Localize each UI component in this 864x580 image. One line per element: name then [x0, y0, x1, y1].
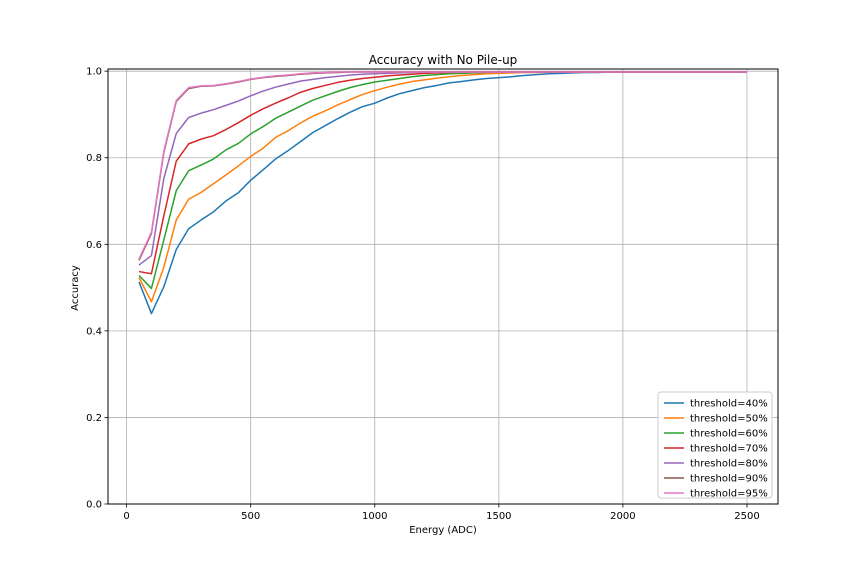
y-tick-label: 0.8	[86, 153, 102, 164]
grid	[108, 69, 778, 505]
axis-ticks: 0 500 1000 1500 2000 2500 0.0 0.2 0.4 0.6 0.8 1.0	[86, 67, 760, 522]
series-line-7	[138, 71, 747, 260]
x-tick-label: 2000	[610, 511, 635, 522]
legend-label: threshold=80%	[690, 459, 768, 470]
x-axis-label: Energy (ADC)	[409, 525, 477, 536]
x-tick-label: 1500	[486, 511, 511, 522]
legend-label: threshold=50%	[690, 414, 768, 425]
legend-label: threshold=60%	[690, 429, 768, 440]
legend-label: threshold=40%	[690, 399, 768, 410]
y-tick-label: 0.2	[86, 413, 102, 424]
legend-box	[657, 391, 773, 499]
axes-frame	[107, 68, 779, 505]
series-lines	[138, 71, 747, 315]
legend-label: threshold=95%	[690, 489, 768, 500]
y-axis-label: Accuracy	[70, 265, 81, 311]
x-tick-label: 0	[123, 511, 129, 522]
x-tick-label: 500	[241, 511, 260, 522]
y-tick-label: 1.0	[86, 67, 102, 78]
y-tick-label: 0.0	[86, 500, 102, 511]
y-tick-label: 0.6	[86, 240, 102, 251]
chart-title: Accuracy with No Pile-up	[369, 53, 518, 67]
legend-label: threshold=90%	[690, 474, 768, 485]
legend-label: threshold=70%	[690, 444, 768, 455]
x-tick-label: 2500	[734, 511, 759, 522]
x-tick-label: 1000	[362, 511, 387, 522]
y-tick-label: 0.4	[86, 326, 102, 337]
legend: threshold=40% threshold=50% threshold=60% t…	[657, 391, 773, 500]
